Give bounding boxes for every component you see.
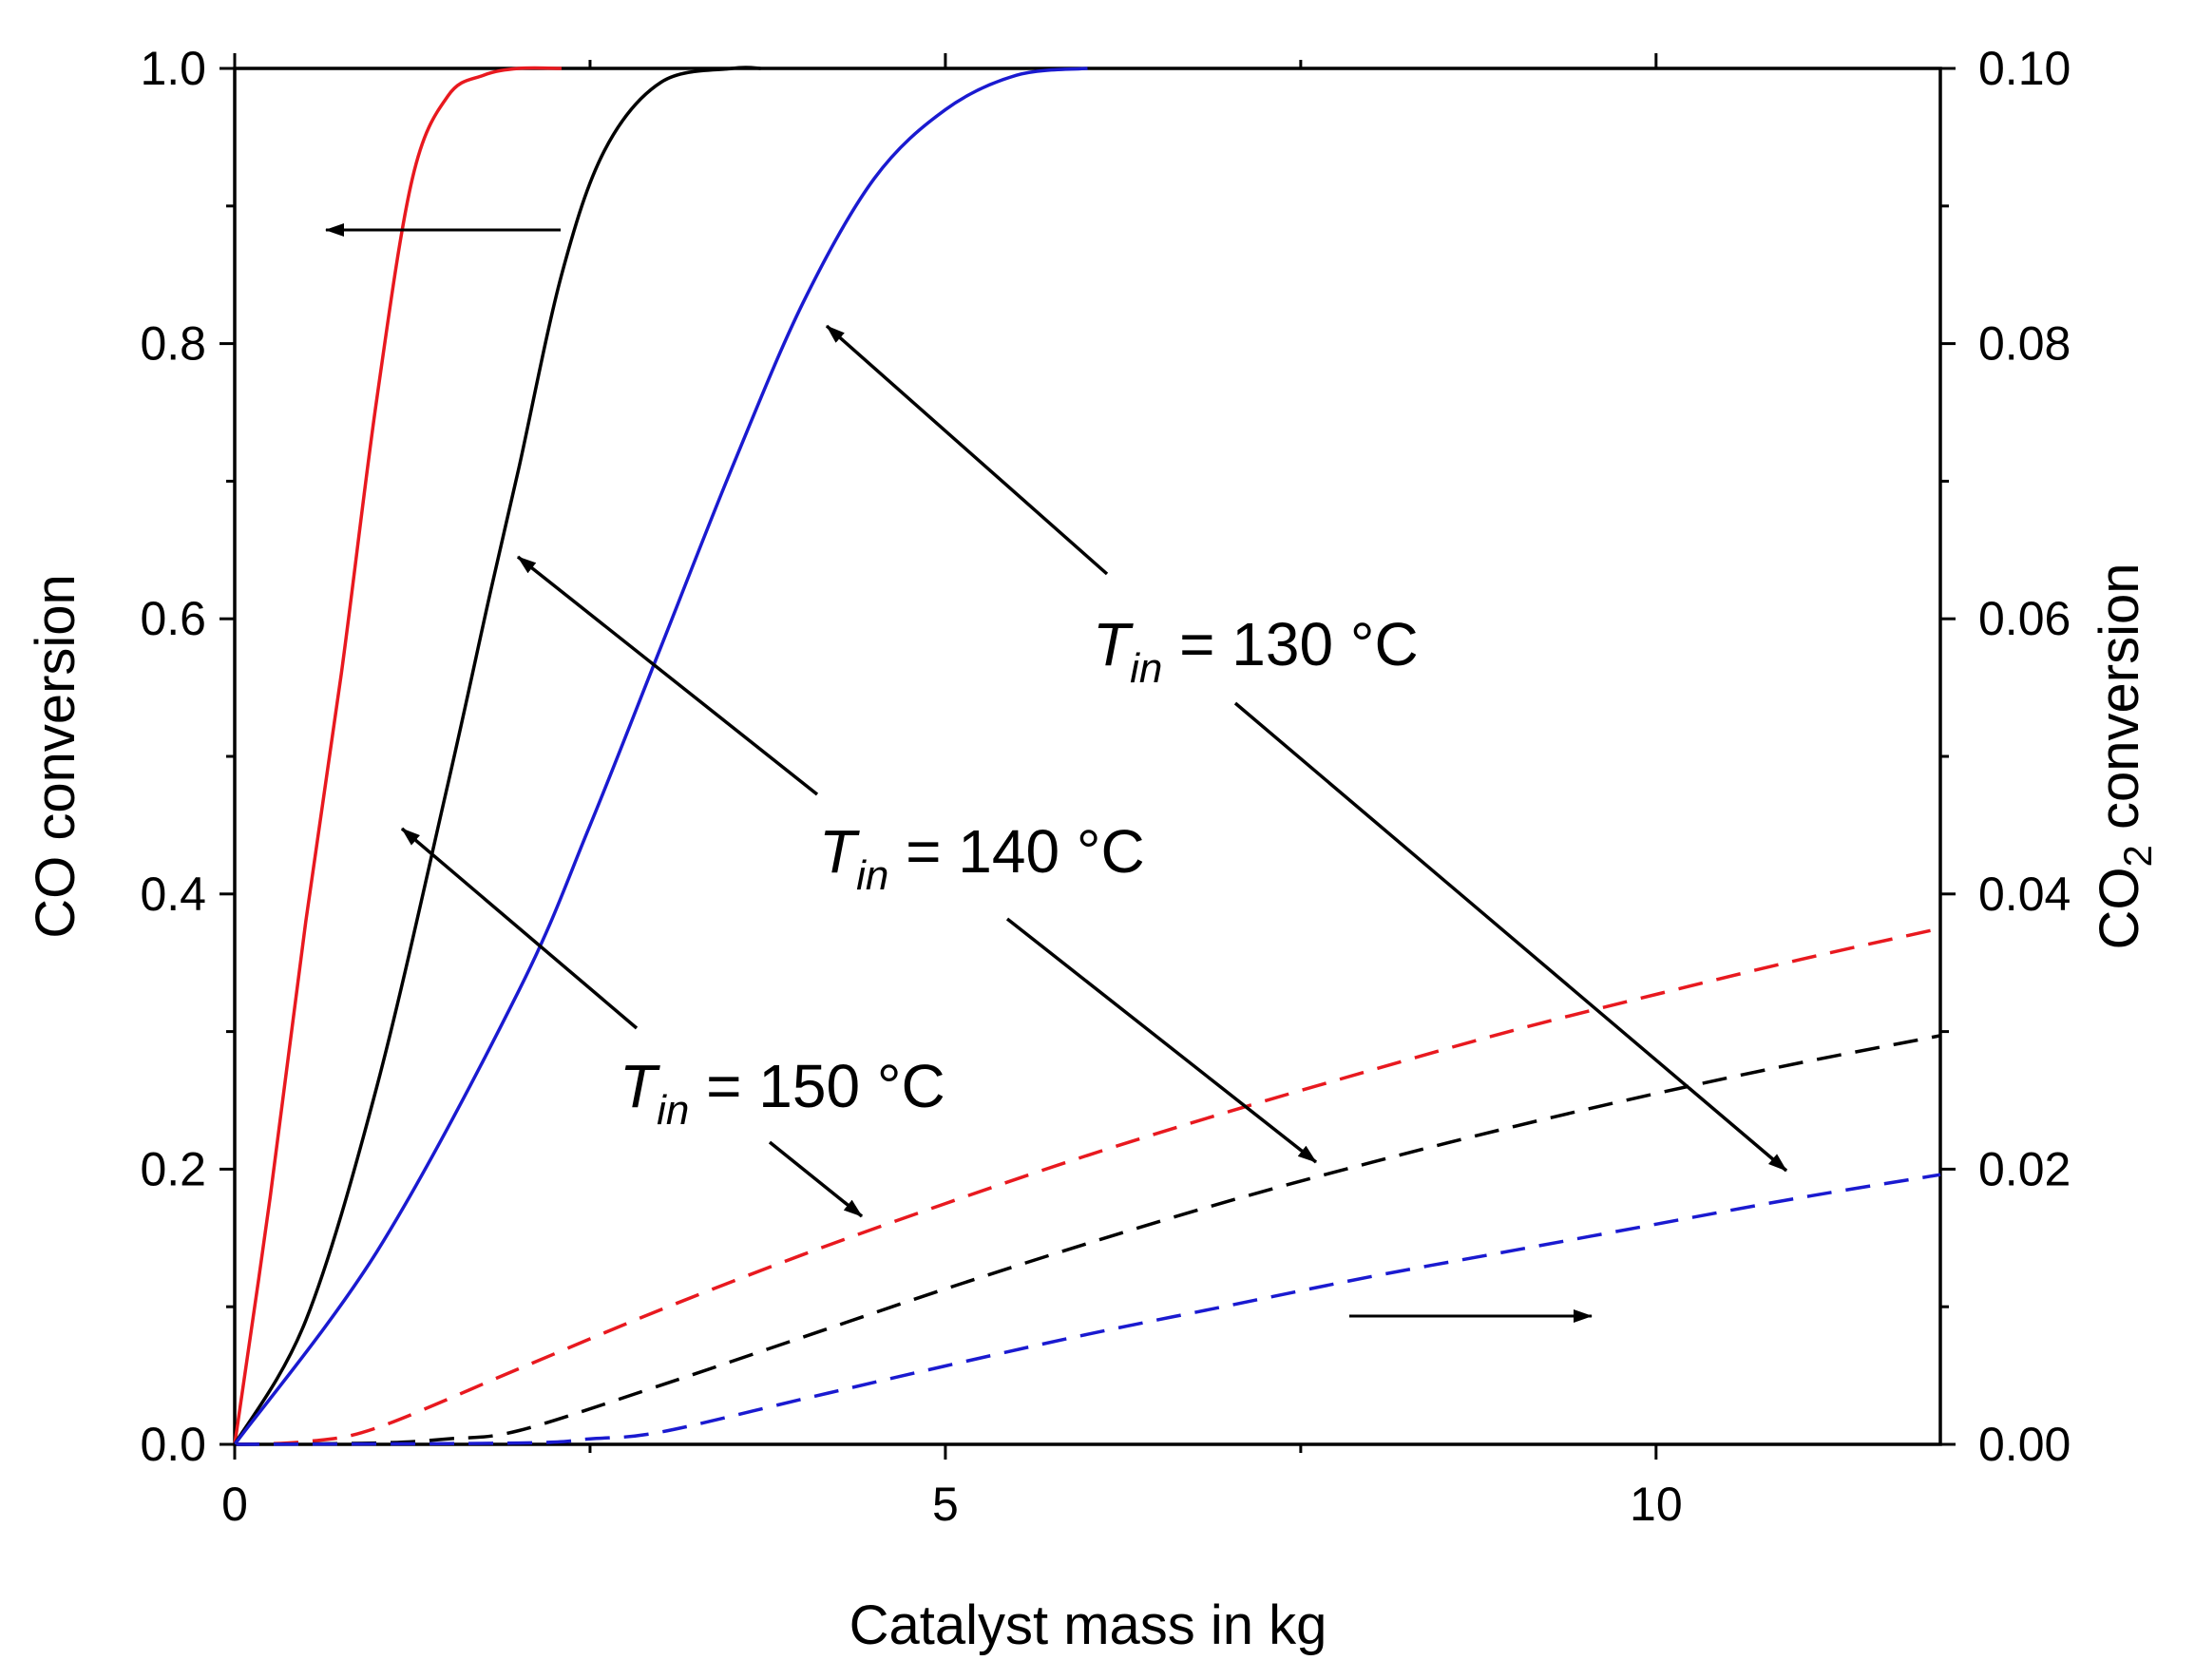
- y-right-title-main: CO: [2089, 867, 2150, 949]
- y-right-tick-label: 0.08: [1978, 317, 2071, 371]
- arrow-150-to-co2: [768, 1140, 864, 1218]
- annotation-140: Tin = 140 °C: [819, 817, 1145, 899]
- y-right-tick-label: 0.00: [1978, 1418, 2071, 1471]
- arrow-150-to-co: [400, 827, 639, 1030]
- y-left-tick-label: 0.6: [140, 592, 206, 645]
- arrow-140-to-co2: [1005, 917, 1318, 1164]
- annotation-150-T: T: [620, 1052, 660, 1120]
- annotation-130: Tin = 130 °C: [1093, 610, 1419, 692]
- series-layer: [233, 66, 1941, 1446]
- y-right-tick-label: 0.02: [1978, 1142, 2071, 1195]
- y-left-tick-label: 0.4: [140, 868, 206, 921]
- annotation-130-rest: = 130 °C: [1162, 610, 1418, 678]
- series-line-2: [233, 67, 1088, 1446]
- y-left-tick-label: 0.2: [140, 1142, 206, 1195]
- series-line-0: [233, 66, 563, 1445]
- annotation-150: Tin = 150 °C: [620, 1052, 945, 1134]
- y-right-title-rest: conversion: [2089, 563, 2150, 846]
- y-right-tick-label: 0.10: [1978, 42, 2071, 95]
- tick-layer: 0 5 10 0.0 0.2 0.4 0.6 0.8 1.0 0.00 0.02 0.04 0.06 0.…: [140, 42, 2071, 1531]
- series-line-4: [234, 1034, 1941, 1446]
- annotation-140-sub: in: [856, 852, 888, 899]
- annotation-150-rest: = 150 °C: [689, 1052, 945, 1120]
- y-right-tick-label: 0.06: [1978, 592, 2071, 645]
- y-left-tick-label: 1.0: [140, 42, 206, 95]
- annotation-150-sub: in: [657, 1087, 689, 1134]
- y-right-axis-title: CO2 conversion: [2089, 563, 2160, 950]
- annotation-130-sub: in: [1130, 645, 1162, 692]
- arrow-130-to-co: [825, 324, 1109, 576]
- x-tick-label: 5: [932, 1478, 959, 1531]
- y-right-title-sub: 2: [2115, 845, 2160, 867]
- y-left-axis-title: CO conversion: [25, 574, 86, 939]
- arrow-130-to-co2: [1233, 701, 1788, 1173]
- arrow-140-to-co: [516, 555, 819, 796]
- plot-frame: [233, 67, 1942, 1446]
- y-right-tick-label: 0.04: [1978, 868, 2071, 921]
- y-left-tick-label: 0.8: [140, 317, 206, 371]
- x-axis-title: Catalyst mass in kg: [849, 1594, 1327, 1656]
- x-tick-label: 0: [221, 1478, 248, 1531]
- annotation-arrows: [325, 223, 1788, 1323]
- series-line-3: [234, 926, 1941, 1446]
- annotation-140-T: T: [819, 817, 860, 886]
- x-tick-label: 10: [1630, 1478, 1683, 1531]
- annotation-130-T: T: [1093, 610, 1134, 678]
- y-left-tick-label: 0.0: [140, 1418, 206, 1471]
- series-line-5: [234, 1173, 1941, 1446]
- series-line-1: [233, 66, 761, 1445]
- annotation-140-rest: = 140 °C: [888, 817, 1144, 886]
